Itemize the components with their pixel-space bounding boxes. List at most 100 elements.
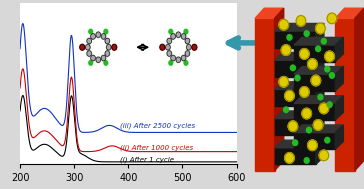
Circle shape: [318, 94, 323, 100]
Circle shape: [96, 32, 100, 37]
Circle shape: [302, 108, 312, 119]
Circle shape: [167, 51, 171, 56]
Polygon shape: [316, 111, 324, 135]
Circle shape: [287, 35, 292, 40]
Circle shape: [184, 29, 188, 34]
Circle shape: [304, 158, 309, 163]
Circle shape: [327, 102, 332, 107]
Circle shape: [112, 44, 117, 50]
Polygon shape: [274, 89, 316, 106]
Polygon shape: [335, 96, 343, 120]
Circle shape: [293, 140, 298, 146]
Circle shape: [105, 51, 110, 56]
Circle shape: [321, 38, 327, 44]
Circle shape: [295, 75, 300, 81]
Circle shape: [279, 77, 289, 87]
Polygon shape: [294, 37, 343, 45]
Circle shape: [281, 45, 291, 55]
Circle shape: [104, 29, 108, 34]
Polygon shape: [294, 132, 335, 149]
Circle shape: [91, 34, 95, 39]
Text: (ii) After 1000 cycles: (ii) After 1000 cycles: [120, 144, 193, 151]
Polygon shape: [274, 60, 316, 77]
Polygon shape: [294, 45, 335, 61]
Polygon shape: [294, 103, 335, 120]
Circle shape: [329, 73, 335, 78]
Polygon shape: [294, 74, 335, 91]
Polygon shape: [274, 119, 316, 135]
Circle shape: [185, 51, 190, 56]
Text: (iii) After 2500 cycles: (iii) After 2500 cycles: [120, 123, 195, 129]
Polygon shape: [274, 140, 324, 148]
Polygon shape: [316, 140, 324, 164]
Circle shape: [101, 34, 106, 39]
Circle shape: [176, 32, 181, 37]
Circle shape: [192, 44, 197, 50]
Circle shape: [89, 61, 92, 65]
Polygon shape: [274, 82, 324, 89]
Circle shape: [80, 44, 85, 50]
Circle shape: [171, 34, 175, 39]
Circle shape: [308, 140, 317, 151]
Polygon shape: [335, 37, 343, 61]
Circle shape: [316, 23, 325, 34]
Polygon shape: [316, 82, 324, 106]
Polygon shape: [274, 53, 324, 60]
Polygon shape: [335, 18, 355, 171]
Circle shape: [285, 91, 294, 101]
Circle shape: [89, 29, 92, 34]
Polygon shape: [316, 23, 324, 48]
Circle shape: [186, 44, 191, 50]
Polygon shape: [355, 8, 364, 171]
Polygon shape: [274, 23, 324, 31]
Circle shape: [105, 38, 110, 44]
Circle shape: [87, 51, 91, 56]
Circle shape: [169, 29, 173, 34]
Polygon shape: [274, 111, 324, 119]
Polygon shape: [294, 67, 343, 74]
Polygon shape: [294, 96, 343, 103]
Circle shape: [181, 34, 186, 39]
Circle shape: [316, 46, 321, 52]
Polygon shape: [294, 125, 343, 132]
Circle shape: [171, 55, 175, 61]
Text: (i) After 1 cycle: (i) After 1 cycle: [120, 156, 174, 163]
Circle shape: [300, 49, 309, 59]
Polygon shape: [255, 8, 284, 18]
Circle shape: [91, 55, 95, 61]
Polygon shape: [335, 125, 343, 149]
Polygon shape: [274, 31, 316, 48]
Circle shape: [176, 57, 181, 63]
Circle shape: [304, 31, 309, 36]
Circle shape: [319, 103, 329, 114]
Polygon shape: [274, 148, 316, 164]
Circle shape: [296, 15, 306, 26]
Circle shape: [167, 38, 171, 44]
Circle shape: [308, 59, 317, 69]
Polygon shape: [316, 53, 324, 77]
Circle shape: [86, 44, 90, 50]
Circle shape: [160, 44, 165, 50]
Circle shape: [311, 75, 321, 86]
Circle shape: [106, 44, 111, 50]
Circle shape: [101, 55, 106, 61]
Circle shape: [169, 61, 173, 65]
Circle shape: [325, 137, 330, 143]
Circle shape: [290, 65, 296, 71]
Circle shape: [104, 61, 108, 65]
Circle shape: [184, 61, 188, 65]
Circle shape: [284, 107, 289, 112]
Circle shape: [185, 38, 190, 44]
Circle shape: [279, 19, 289, 30]
Circle shape: [313, 120, 323, 130]
Polygon shape: [335, 8, 364, 18]
Circle shape: [87, 38, 91, 44]
Circle shape: [325, 66, 330, 72]
Circle shape: [96, 57, 100, 63]
Circle shape: [285, 153, 294, 163]
Polygon shape: [274, 8, 284, 171]
Circle shape: [327, 13, 337, 24]
Polygon shape: [255, 18, 274, 171]
Circle shape: [288, 121, 298, 132]
Circle shape: [300, 87, 309, 97]
